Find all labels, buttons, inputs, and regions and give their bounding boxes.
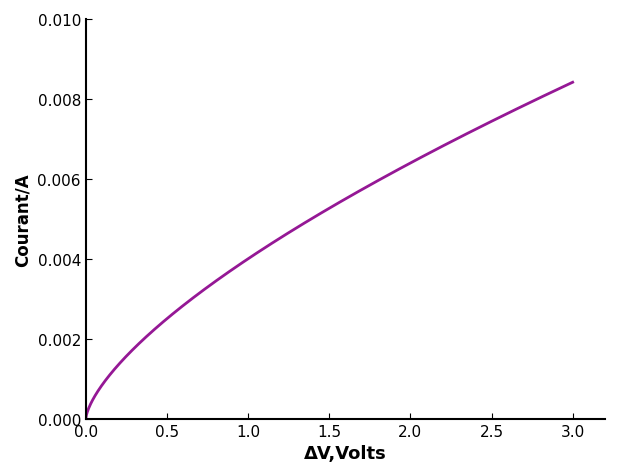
X-axis label: ΔV,Volts: ΔV,Volts xyxy=(304,444,387,462)
Y-axis label: Courant/A: Courant/A xyxy=(14,173,32,266)
